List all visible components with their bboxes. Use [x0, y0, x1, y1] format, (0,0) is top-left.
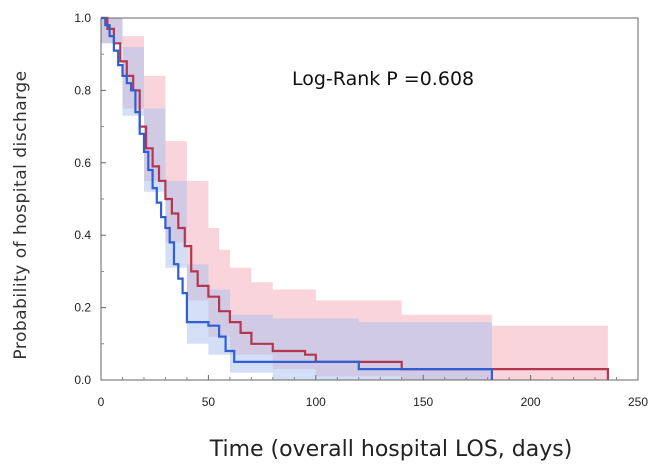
y-tick-label: 0.6: [74, 156, 91, 170]
survival-curve-1: [101, 16, 609, 380]
y-tick-label: 0.0: [74, 373, 91, 387]
x-tick-label: 50: [202, 395, 216, 409]
x-tick-label: 250: [628, 395, 648, 409]
x-tick-label: 100: [306, 395, 326, 409]
y-tick-label: 0.2: [74, 301, 91, 315]
x-tick-label: 150: [413, 395, 433, 409]
y-tick-label: 0.4: [74, 228, 91, 242]
x-axis-label: Time (overall hospital LOS, days): [209, 437, 573, 462]
axis-ticks: 0 50 100 150 200 250 0.0 0.2 0.4 0.6 0.8 1.0: [74, 11, 648, 409]
log-rank-annotation: Log-Rank P =0.608: [292, 68, 474, 90]
y-tick-label: 0.8: [74, 83, 91, 97]
y-tick-label: 1.0: [74, 11, 91, 25]
x-tick-label: 0: [98, 395, 105, 409]
confidence-bands: [101, 18, 608, 380]
confidence-band-2: [101, 18, 492, 380]
survival-curve-2: [101, 16, 493, 380]
survival-curves: [101, 16, 609, 380]
x-tick-label: 200: [521, 395, 541, 409]
y-axis-label: Probability of hospital discharge: [11, 70, 31, 359]
